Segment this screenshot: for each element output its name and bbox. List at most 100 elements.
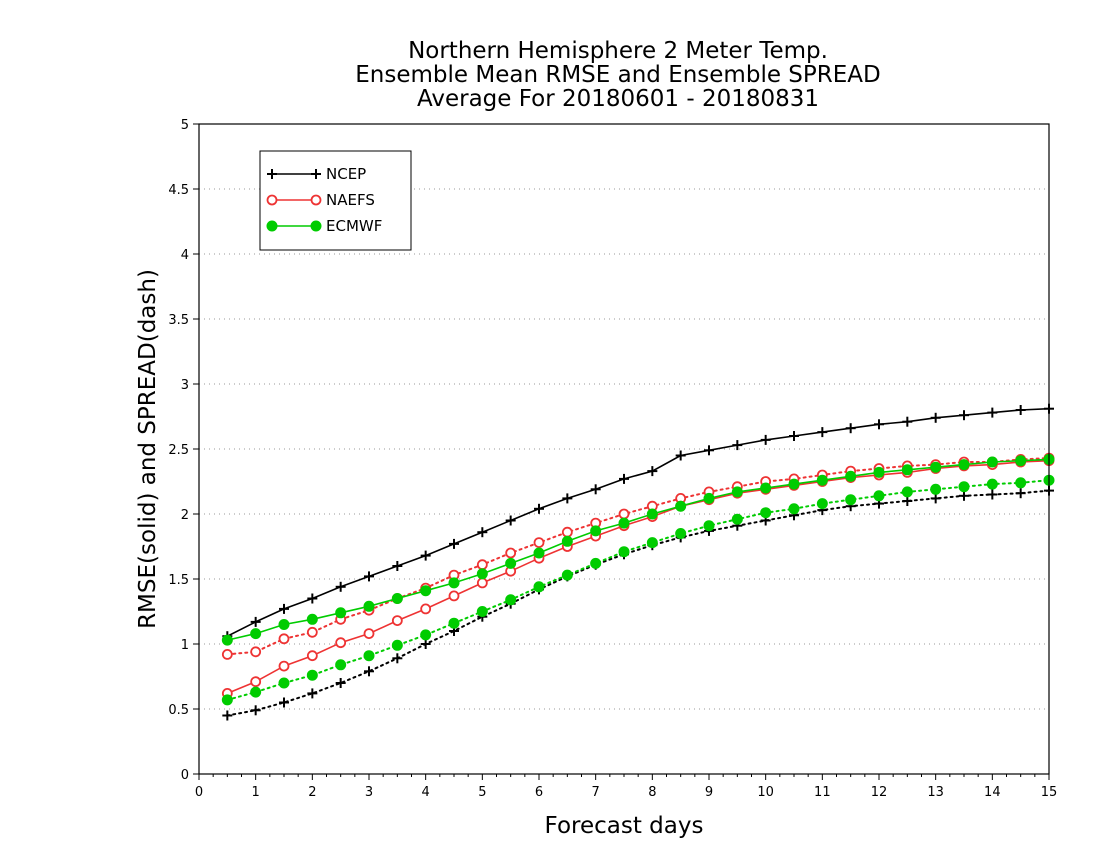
x-tick-label: 6 bbox=[535, 785, 543, 800]
data-point-ncep-rmse bbox=[392, 561, 403, 571]
data-point-ecmwf-spread bbox=[420, 629, 432, 641]
series-lines bbox=[221, 403, 1055, 721]
data-point-naefs-spread bbox=[561, 526, 573, 538]
data-point-ecmwf-rmse bbox=[505, 557, 517, 569]
data-point-ncep-spread bbox=[222, 710, 233, 721]
data-point-ncep-rmse bbox=[704, 445, 714, 456]
data-point-ncep-rmse bbox=[874, 419, 884, 430]
y-tick-label: 1.5 bbox=[168, 573, 189, 588]
y-tick-label: 2 bbox=[181, 508, 189, 523]
data-point-ecmwf-rmse bbox=[731, 486, 743, 498]
x-tick-label: 8 bbox=[648, 785, 656, 800]
data-point-ncep-spread bbox=[335, 678, 346, 688]
x-tick-label: 0 bbox=[195, 785, 203, 800]
data-point-ncep-spread bbox=[930, 493, 941, 504]
y-tick-label: 0.5 bbox=[168, 703, 189, 718]
data-point-ecmwf-rmse bbox=[873, 466, 885, 478]
y-axis-label: RMSE(solid) and SPREAD(dash) bbox=[135, 269, 161, 629]
legend-marker bbox=[311, 169, 321, 179]
data-point-ecmwf-spread bbox=[476, 606, 488, 617]
data-point-naefs-rmse bbox=[476, 577, 488, 589]
data-point-ecmwf-spread bbox=[505, 594, 517, 606]
data-point-ecmwf-spread bbox=[250, 686, 262, 698]
y-tick-label: 2.5 bbox=[168, 443, 189, 458]
data-point-naefs-rmse bbox=[306, 650, 318, 662]
x-tick-label: 11 bbox=[814, 785, 831, 800]
data-point-ecmwf-rmse bbox=[958, 459, 970, 471]
x-tick-label: 5 bbox=[478, 785, 486, 800]
legend-marker bbox=[310, 220, 322, 232]
data-point-ncep-rmse bbox=[760, 434, 771, 445]
data-point-ecmwf-spread bbox=[618, 546, 630, 558]
title-line-2: Ensemble Mean RMSE and Ensemble SPREAD bbox=[355, 62, 880, 88]
data-point-naefs-spread bbox=[618, 508, 630, 520]
data-point-ncep-rmse bbox=[732, 440, 743, 451]
data-point-ecmwf-rmse bbox=[250, 628, 262, 640]
data-point-ecmwf-rmse bbox=[590, 525, 602, 537]
data-point-ncep-rmse bbox=[590, 484, 601, 495]
data-point-ecmwf-rmse bbox=[363, 600, 375, 612]
data-point-ecmwf-rmse bbox=[391, 593, 403, 604]
series-line-ncep-spread bbox=[226, 489, 1050, 717]
data-point-ncep-spread bbox=[1015, 488, 1026, 499]
data-point-ecmwf-spread bbox=[731, 513, 743, 525]
data-point-ecmwf-spread bbox=[363, 650, 375, 662]
legend-marker bbox=[267, 169, 277, 179]
data-point-ecmwf-rmse bbox=[760, 482, 772, 494]
x-axis-label: Forecast days bbox=[545, 813, 704, 839]
data-point-naefs-rmse bbox=[391, 615, 403, 626]
data-point-ecmwf-rmse bbox=[221, 634, 233, 646]
data-point-ecmwf-spread bbox=[448, 617, 460, 629]
data-point-ncep-rmse bbox=[789, 431, 799, 441]
data-point-ecmwf-spread bbox=[590, 557, 602, 569]
legend-label: ECMWF bbox=[326, 217, 382, 235]
data-point-ecmwf-spread bbox=[816, 498, 828, 510]
data-point-ecmwf-spread bbox=[901, 486, 913, 498]
data-point-ncep-rmse bbox=[930, 412, 941, 423]
data-point-ncep-spread bbox=[279, 697, 289, 708]
data-point-ncep-spread bbox=[392, 653, 403, 664]
data-point-ecmwf-spread bbox=[1015, 477, 1027, 489]
data-point-naefs-spread bbox=[221, 649, 233, 660]
data-point-ncep-rmse bbox=[477, 527, 488, 538]
data-point-ecmwf-rmse bbox=[816, 474, 828, 486]
x-tick-label: 1 bbox=[252, 785, 260, 800]
legend-label: NCEP bbox=[326, 165, 366, 183]
data-point-ecmwf-rmse bbox=[618, 517, 630, 529]
data-point-ecmwf-spread bbox=[760, 507, 772, 519]
data-point-ecmwf-rmse bbox=[448, 577, 460, 589]
data-point-ncep-rmse bbox=[902, 416, 913, 427]
x-axis-ticks: 0 1 2 3 4 5 6 7 8 9 10 11 12 13 14 15 bbox=[195, 774, 1057, 800]
data-point-ncep-rmse bbox=[307, 593, 318, 604]
legend-item-naefs: NAEFS bbox=[266, 191, 375, 209]
data-point-ecmwf-rmse bbox=[420, 585, 432, 597]
y-tick-label: 3 bbox=[181, 378, 189, 393]
data-point-naefs-rmse bbox=[448, 590, 460, 602]
data-point-naefs-spread bbox=[533, 537, 545, 548]
data-point-naefs-spread bbox=[476, 559, 488, 571]
legend-item-ecmwf: ECMWF bbox=[266, 217, 382, 235]
data-point-ncep-rmse bbox=[987, 407, 998, 418]
legend-marker bbox=[310, 194, 322, 206]
data-point-ecmwf-rmse bbox=[1015, 455, 1027, 467]
y-tick-label: 3.5 bbox=[168, 313, 189, 328]
data-point-ecmwf-rmse bbox=[986, 456, 998, 468]
data-point-ecmwf-rmse bbox=[533, 547, 545, 559]
data-point-ecmwf-spread bbox=[788, 503, 800, 515]
x-tick-label: 2 bbox=[308, 785, 316, 800]
data-point-ncep-rmse bbox=[364, 571, 374, 582]
data-point-ecmwf-rmse bbox=[561, 535, 573, 547]
data-point-ncep-rmse bbox=[420, 550, 431, 561]
legend: NCEP NAEFS ECMWF bbox=[259, 150, 412, 251]
data-point-ecmwf-spread bbox=[221, 694, 233, 706]
data-point-ecmwf-spread bbox=[845, 494, 857, 506]
x-tick-label: 13 bbox=[927, 785, 944, 800]
data-point-ecmwf-spread bbox=[930, 483, 942, 495]
data-point-ncep-spread bbox=[420, 639, 431, 649]
data-point-ncep-spread bbox=[250, 705, 261, 716]
legend-item-ncep: NCEP bbox=[267, 165, 366, 183]
title-line-1: Northern Hemisphere 2 Meter Temp. bbox=[408, 38, 828, 64]
data-point-ncep-rmse bbox=[335, 581, 346, 592]
data-point-ecmwf-rmse bbox=[675, 500, 687, 512]
